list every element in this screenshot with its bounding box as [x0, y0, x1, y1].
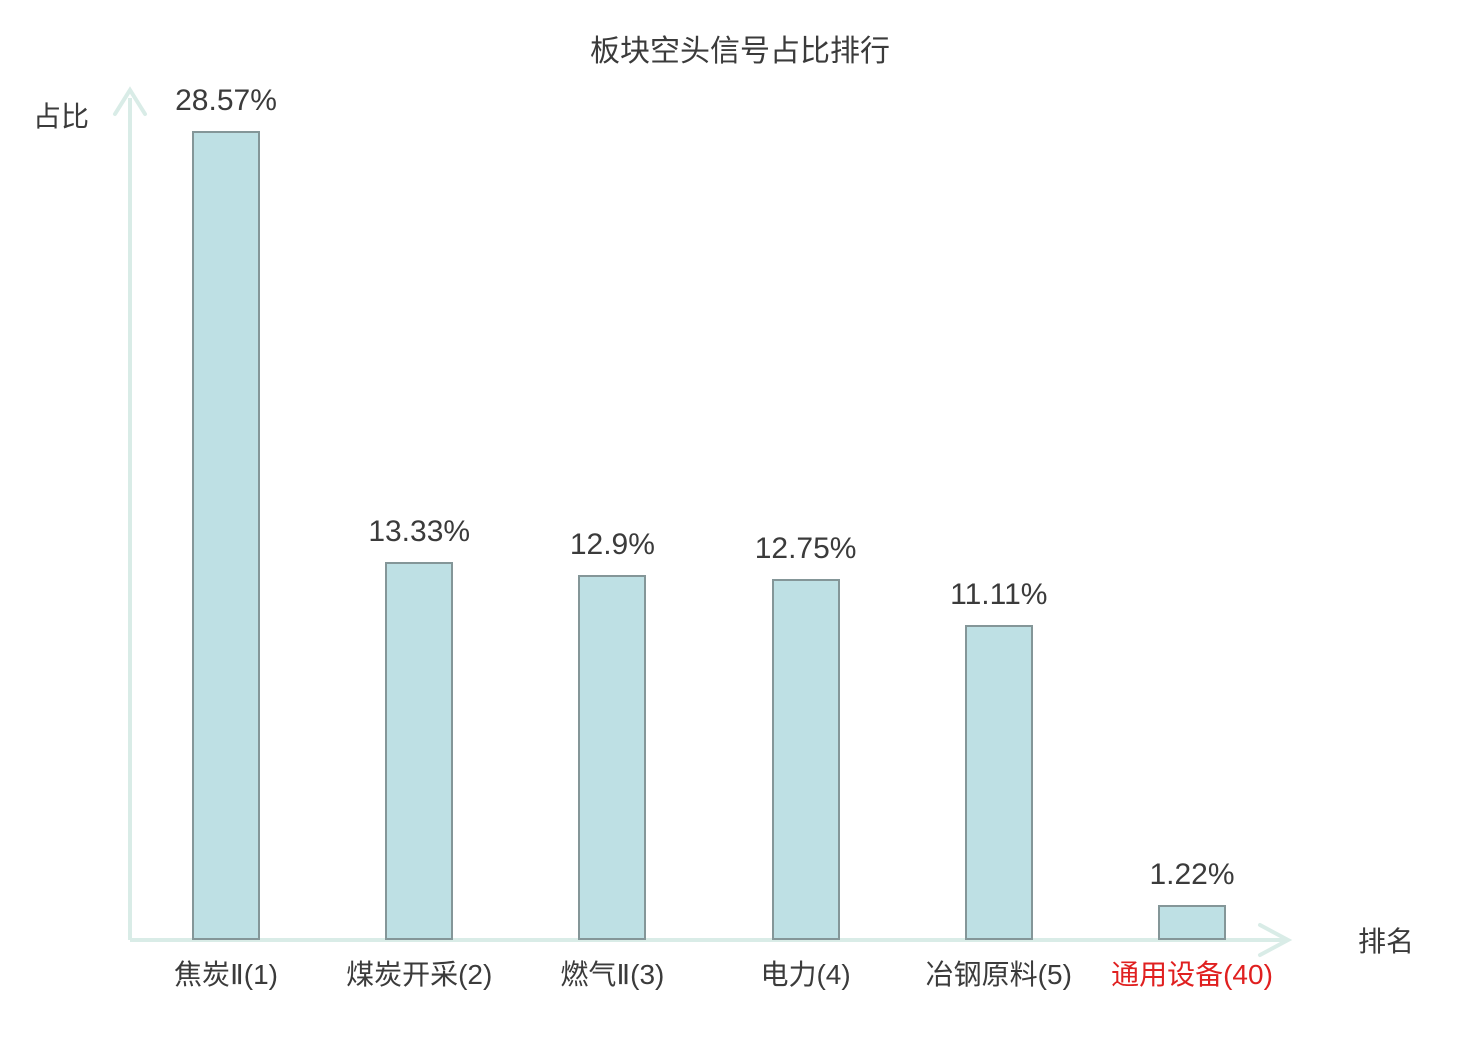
x-tick-label: 电力(4)	[760, 959, 851, 990]
x-tick-label: 焦炭Ⅱ(1)	[173, 959, 278, 990]
x-tick-label: 冶钢原料(5)	[925, 959, 1072, 990]
bar	[578, 575, 647, 940]
bar-value-label: 11.11%	[950, 578, 1048, 611]
chart-title: 板块空头信号占比排行	[590, 35, 890, 68]
bar-value-label: 12.75%	[754, 532, 857, 565]
x-axis-arrowhead-icon	[1258, 923, 1293, 957]
bar-value-label: 12.9%	[569, 528, 655, 561]
y-axis-arrowhead-icon	[113, 86, 147, 116]
x-axis-label: 排名	[1358, 926, 1415, 957]
bar	[964, 625, 1033, 940]
bar-value-label: 13.33%	[368, 515, 471, 548]
bar	[192, 131, 260, 940]
bar-value-label: 28.57%	[175, 84, 277, 117]
x-tick-label: 燃气Ⅱ(3)	[560, 959, 665, 990]
x-tick-label: 通用设备(40)	[1111, 959, 1273, 990]
y-axis-label: 占比	[33, 101, 90, 132]
bar-value-label: 1.22%	[1149, 858, 1235, 891]
bar	[1158, 905, 1226, 940]
bar	[385, 562, 454, 940]
bar	[771, 579, 840, 940]
x-tick-label: 煤炭开采(2)	[346, 959, 493, 990]
